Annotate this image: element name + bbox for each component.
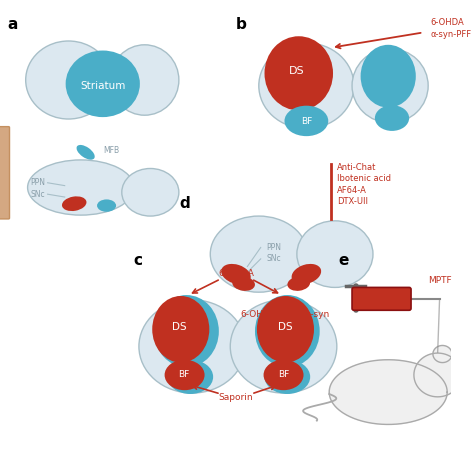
Ellipse shape — [62, 196, 86, 211]
Text: c: c — [133, 253, 142, 268]
Text: DS: DS — [278, 322, 293, 332]
Text: 6-OHDA: 6-OHDA — [430, 18, 464, 27]
Ellipse shape — [221, 264, 251, 284]
Text: Striatum: Striatum — [80, 81, 126, 91]
Text: DTX-UII: DTX-UII — [337, 197, 368, 206]
Text: 6-OHDA: 6-OHDA — [218, 269, 254, 278]
Text: SNc: SNc — [30, 190, 45, 199]
Ellipse shape — [110, 45, 179, 115]
Ellipse shape — [139, 300, 246, 393]
Ellipse shape — [122, 168, 179, 216]
Ellipse shape — [230, 300, 337, 393]
Text: e: e — [339, 253, 349, 268]
Text: 6-OHDA/A53T-α-syn: 6-OHDA/A53T-α-syn — [241, 310, 330, 319]
Text: Ibotenic acid: Ibotenic acid — [337, 174, 391, 183]
Ellipse shape — [352, 49, 428, 123]
Ellipse shape — [257, 296, 314, 363]
Polygon shape — [329, 360, 447, 424]
Polygon shape — [414, 353, 462, 397]
Ellipse shape — [27, 160, 134, 215]
Text: SNc: SNc — [267, 255, 282, 264]
Ellipse shape — [284, 106, 328, 136]
Ellipse shape — [164, 360, 205, 390]
Ellipse shape — [361, 45, 416, 108]
Ellipse shape — [375, 105, 409, 131]
FancyBboxPatch shape — [0, 127, 9, 219]
Text: BF: BF — [178, 371, 189, 380]
Text: DS: DS — [289, 66, 305, 76]
Ellipse shape — [76, 145, 95, 160]
Text: a: a — [8, 18, 18, 32]
Ellipse shape — [152, 296, 210, 363]
Text: AF64-A: AF64-A — [337, 186, 367, 195]
Text: PPN: PPN — [30, 178, 46, 187]
Ellipse shape — [264, 360, 310, 394]
Text: Saporin: Saporin — [219, 393, 253, 402]
Polygon shape — [433, 346, 452, 363]
Text: b: b — [236, 18, 247, 32]
Ellipse shape — [26, 41, 111, 119]
Text: BF: BF — [278, 371, 289, 380]
Ellipse shape — [210, 216, 307, 292]
Ellipse shape — [167, 360, 213, 394]
Ellipse shape — [154, 295, 219, 367]
Ellipse shape — [255, 295, 319, 367]
Ellipse shape — [259, 43, 354, 128]
Text: MPTF: MPTF — [428, 276, 452, 285]
Ellipse shape — [66, 51, 140, 117]
Ellipse shape — [97, 200, 116, 212]
Text: MFB: MFB — [103, 146, 119, 155]
Ellipse shape — [297, 221, 373, 287]
Text: d: d — [179, 196, 190, 211]
Ellipse shape — [232, 276, 255, 291]
Text: Anti-Chat: Anti-Chat — [337, 163, 376, 172]
Text: DS: DS — [172, 322, 186, 332]
Text: BF: BF — [301, 118, 312, 127]
Ellipse shape — [287, 276, 310, 291]
FancyBboxPatch shape — [352, 287, 411, 310]
Ellipse shape — [264, 36, 333, 110]
Text: PPN: PPN — [266, 243, 282, 252]
Text: α-syn-PFF: α-syn-PFF — [430, 30, 471, 39]
Ellipse shape — [292, 264, 321, 284]
Ellipse shape — [264, 360, 303, 390]
